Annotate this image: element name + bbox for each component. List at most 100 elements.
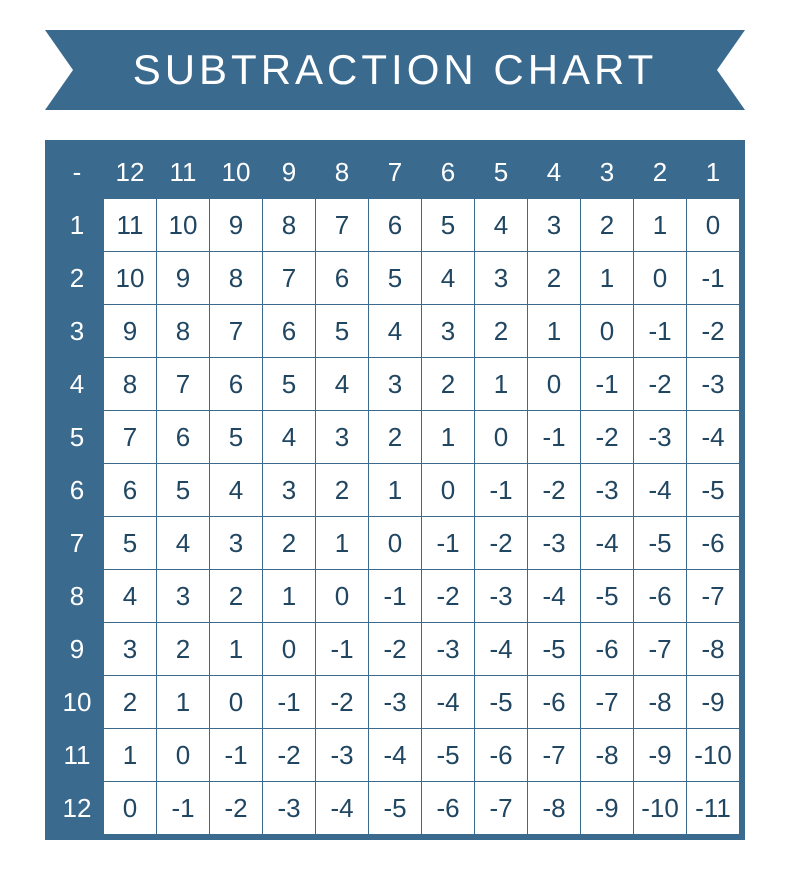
table-cell: 2 [581, 199, 634, 252]
table-cell: 2 [422, 358, 475, 411]
table-cell: -3 [475, 570, 528, 623]
table-row: 39876543210-1-2 [51, 305, 740, 358]
table-cell: 0 [422, 464, 475, 517]
table-cell: 1 [104, 729, 157, 782]
table-cell: -5 [528, 623, 581, 676]
table-cell: -4 [422, 676, 475, 729]
table-cell: -6 [528, 676, 581, 729]
table-cell: -6 [687, 517, 740, 570]
row-header: 5 [51, 411, 104, 464]
table-row: 1110-1-2-3-4-5-6-7-8-9-10 [51, 729, 740, 782]
table-header-row: - 12 11 10 9 8 7 6 5 4 3 2 1 [51, 146, 740, 199]
table-cell: -2 [528, 464, 581, 517]
table-cell: -7 [687, 570, 740, 623]
table-cell: -7 [634, 623, 687, 676]
table-cell: -2 [581, 411, 634, 464]
table-cell: -2 [634, 358, 687, 411]
table-cell: -3 [422, 623, 475, 676]
chart-container: - 12 11 10 9 8 7 6 5 4 3 2 1 11110987654… [45, 140, 745, 840]
table-cell: -1 [157, 782, 210, 835]
table-cell: 1 [157, 676, 210, 729]
table-cell: 1 [210, 623, 263, 676]
col-header: 6 [422, 146, 475, 199]
table-cell: -5 [475, 676, 528, 729]
table-cell: 2 [475, 305, 528, 358]
table-row: 120-1-2-3-4-5-6-7-8-9-10-11 [51, 782, 740, 835]
table-cell: 2 [104, 676, 157, 729]
table-cell: 4 [104, 570, 157, 623]
table-cell: 0 [475, 411, 528, 464]
table-cell: 2 [528, 252, 581, 305]
page-title: SUBTRACTION CHART [133, 46, 658, 94]
table-cell: 9 [157, 252, 210, 305]
table-cell: -8 [634, 676, 687, 729]
table-cell: -1 [316, 623, 369, 676]
table-cell: -1 [581, 358, 634, 411]
table-cell: 0 [263, 623, 316, 676]
table-cell: -2 [369, 623, 422, 676]
table-cell: 4 [422, 252, 475, 305]
table-cell: 3 [104, 623, 157, 676]
table-cell: 0 [687, 199, 740, 252]
table-cell: 2 [210, 570, 263, 623]
table-cell: 5 [104, 517, 157, 570]
table-cell: 6 [104, 464, 157, 517]
table-cell: 0 [210, 676, 263, 729]
table-cell: -11 [687, 782, 740, 835]
table-cell: 0 [528, 358, 581, 411]
table-cell: 6 [157, 411, 210, 464]
table-cell: -2 [263, 729, 316, 782]
table-cell: 3 [263, 464, 316, 517]
table-cell: 3 [528, 199, 581, 252]
table-cell: -9 [581, 782, 634, 835]
table-cell: 7 [316, 199, 369, 252]
table-cell: 6 [316, 252, 369, 305]
table-cell: 7 [104, 411, 157, 464]
row-header: 10 [51, 676, 104, 729]
table-cell: 3 [157, 570, 210, 623]
table-cell: -5 [422, 729, 475, 782]
row-header: 6 [51, 464, 104, 517]
table-cell: 1 [475, 358, 528, 411]
row-header: 11 [51, 729, 104, 782]
table-cell: 5 [157, 464, 210, 517]
table-cell: 3 [369, 358, 422, 411]
title-banner: SUBTRACTION CHART [45, 30, 745, 110]
table-cell: -1 [687, 252, 740, 305]
table-cell: -4 [316, 782, 369, 835]
table-cell: 6 [210, 358, 263, 411]
table-cell: 8 [104, 358, 157, 411]
col-header: 11 [157, 146, 210, 199]
table-cell: 3 [422, 305, 475, 358]
col-header: 7 [369, 146, 422, 199]
table-cell: 1 [634, 199, 687, 252]
table-cell: 11 [104, 199, 157, 252]
table-cell: -10 [687, 729, 740, 782]
table-cell: -2 [422, 570, 475, 623]
col-header: 3 [581, 146, 634, 199]
table-row: 7543210-1-2-3-4-5-6 [51, 517, 740, 570]
table-row: 843210-1-2-3-4-5-6-7 [51, 570, 740, 623]
table-cell: -6 [422, 782, 475, 835]
table-cell: 2 [157, 623, 210, 676]
row-header: 7 [51, 517, 104, 570]
table-cell: -3 [316, 729, 369, 782]
col-header: 1 [687, 146, 740, 199]
table-cell: 3 [316, 411, 369, 464]
table-cell: -9 [687, 676, 740, 729]
row-header: 8 [51, 570, 104, 623]
table-cell: -5 [634, 517, 687, 570]
table-cell: -1 [263, 676, 316, 729]
table-cell: -1 [210, 729, 263, 782]
table-cell: -3 [581, 464, 634, 517]
row-header: 2 [51, 252, 104, 305]
table-cell: 1 [316, 517, 369, 570]
table-cell: -1 [475, 464, 528, 517]
table-cell: -9 [634, 729, 687, 782]
table-row: 66543210-1-2-3-4-5 [51, 464, 740, 517]
table-cell: -4 [475, 623, 528, 676]
table-cell: -1 [634, 305, 687, 358]
table-cell: 3 [475, 252, 528, 305]
table-cell: -1 [369, 570, 422, 623]
table-cell: -6 [475, 729, 528, 782]
